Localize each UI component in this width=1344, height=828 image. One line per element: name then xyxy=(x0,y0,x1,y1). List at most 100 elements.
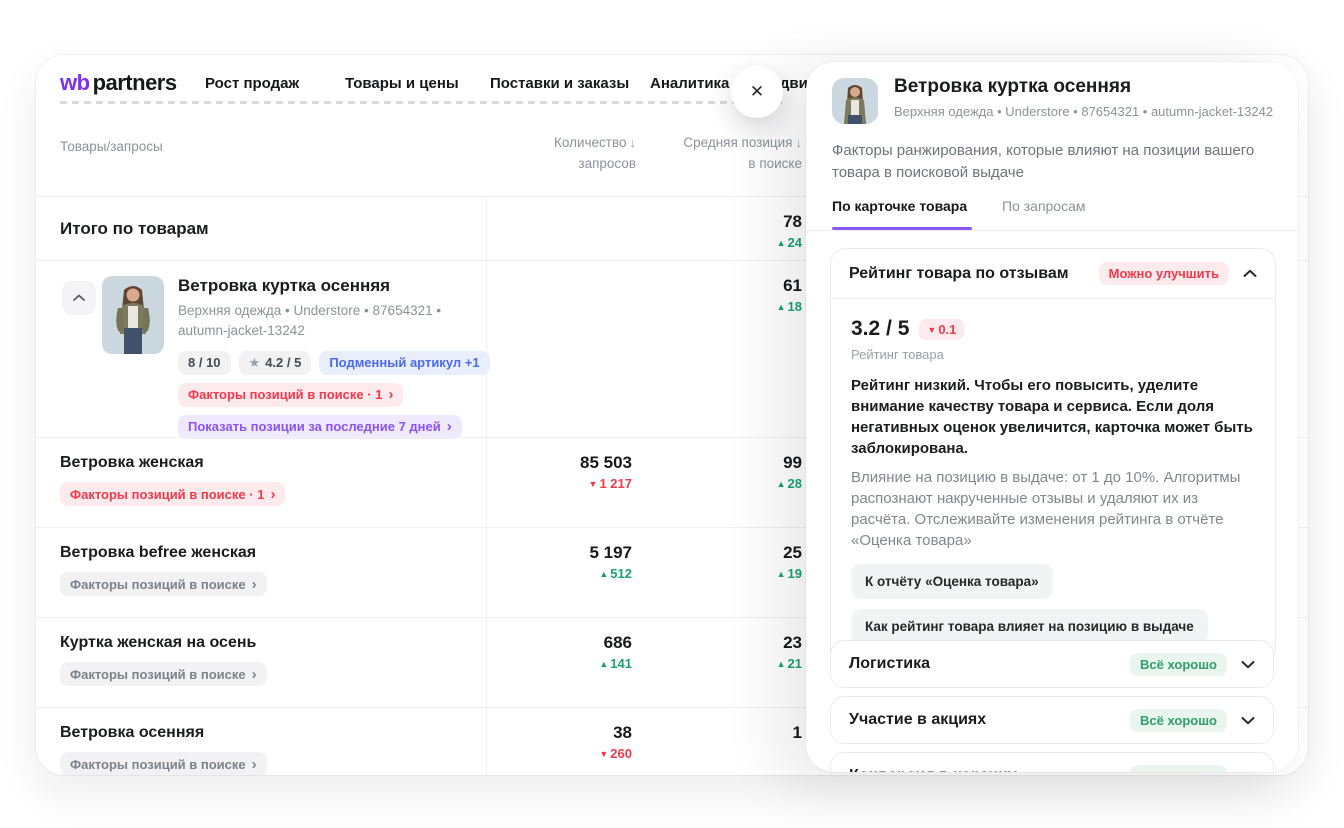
sort-desc-icon: ↓ xyxy=(795,135,803,150)
product-badges: 8 / 10 ★ 4.2 / 5 Подменный артикул +1 xyxy=(178,350,498,375)
status-badge: Всё хорошо xyxy=(1130,652,1227,676)
show-positions-badge[interactable]: Показать позиции за последние 7 дней › xyxy=(178,414,462,439)
total-avg-position-cell: 78 ▲ 24 xyxy=(776,212,802,251)
up-arrow-icon: ▲ xyxy=(599,569,609,580)
wb-partners-logo[interactable]: wb partners xyxy=(60,70,177,96)
clipped-scrolled-text xyxy=(60,101,782,104)
rating-delta-badge: ▼ 0.1 xyxy=(919,318,965,340)
section-title: Конверсия в корзину xyxy=(849,767,1130,772)
rating-score: 3.2 / 5 xyxy=(851,317,910,340)
rating-score-label: Рейтинг товара xyxy=(851,347,944,362)
star-icon: ★ xyxy=(248,354,261,370)
query-name: Ветровка befree женская xyxy=(60,544,257,561)
query-name: Ветровка женская xyxy=(60,454,204,471)
rating-section-title: Рейтинг товара по отзывам xyxy=(849,264,1069,282)
up-arrow-icon: ▲ xyxy=(776,659,786,670)
tab-by-queries[interactable]: По запросам xyxy=(1002,198,1086,214)
column-divider xyxy=(486,196,487,775)
active-tab-indicator xyxy=(832,227,972,230)
query-count-cell: 85 503 ▼ 1 217 xyxy=(580,453,632,492)
nav-item-goods-prices[interactable]: Товары и цены xyxy=(345,75,459,92)
up-arrow-icon: ▲ xyxy=(776,479,786,490)
nav-item-analytics[interactable]: Аналитика xyxy=(650,75,730,92)
chevron-right-icon: › xyxy=(446,418,452,435)
sort-desc-icon: ↓ xyxy=(629,135,637,150)
chevron-right-icon: › xyxy=(251,665,257,683)
section-promotions[interactable]: Участие в акциях Всё хорошо xyxy=(830,696,1274,744)
product-avg-position-cell: 61 ▲ 18 xyxy=(776,276,802,315)
chevron-down-icon xyxy=(1241,660,1255,669)
status-badge: Всё хорошо xyxy=(1130,764,1227,772)
query-name: Куртка женская на осень xyxy=(60,634,257,651)
chevron-right-icon: › xyxy=(388,386,394,403)
section-cart-conversion[interactable]: Конверсия в корзину Всё хорошо xyxy=(830,752,1274,772)
column-header-products-queries: Товары/запросы xyxy=(60,139,163,154)
table-row-query: Ветровка befree женская Факторы позиций … xyxy=(36,527,1308,618)
rating-badge: ★ 4.2 / 5 xyxy=(238,350,312,375)
table-row-query: Ветровка осенняя Факторы позиций в поиск… xyxy=(36,707,1308,775)
up-arrow-icon: ▲ xyxy=(776,302,786,313)
panel-product-title: Ветровка куртка осенняя xyxy=(894,76,1132,97)
query-count-cell: 38 ▼ 260 xyxy=(599,723,632,762)
up-arrow-icon: ▲ xyxy=(599,659,609,670)
chevron-right-icon: › xyxy=(251,755,257,773)
rating-section-header[interactable]: Рейтинг товара по отзывам Можно улучшить xyxy=(831,249,1275,299)
logo-partners: partners xyxy=(92,70,178,95)
product-title: Ветровка куртка осенняя xyxy=(178,276,391,295)
down-arrow-icon: ▼ xyxy=(927,324,937,335)
content-score-badge: 8 / 10 xyxy=(178,350,231,375)
rating-help-button[interactable]: Как рейтинг товара влияет на позицию в в… xyxy=(851,609,1208,644)
nav-item-sales-growth[interactable]: Рост продаж xyxy=(205,75,300,92)
product-thumbnail xyxy=(832,78,878,124)
tab-by-product-card[interactable]: По карточке товара xyxy=(832,198,968,214)
chevron-right-icon: › xyxy=(270,485,276,503)
column-header-query-count[interactable]: Количество ↓ запросов xyxy=(554,135,637,171)
query-count-cell: 5 197 ▲ 512 xyxy=(589,543,632,582)
chevron-right-icon: › xyxy=(251,575,257,593)
chevron-up-icon xyxy=(1243,269,1257,278)
search-position-factors-badge[interactable]: Факторы позиций в поиске › xyxy=(60,662,267,686)
product-info: Ветровка куртка осенняя Верхняя одежда •… xyxy=(178,276,498,439)
close-icon: ✕ xyxy=(749,82,765,101)
search-position-factors-badge[interactable]: Факторы позиций в поиске › xyxy=(60,572,267,596)
column-header-avg-position[interactable]: Средняя позиция ↓ в поиске xyxy=(683,135,803,171)
search-position-factors-badge[interactable]: Факторы позиций в поиске › xyxy=(60,752,267,775)
chevron-down-icon xyxy=(1241,716,1255,725)
goto-rating-report-button[interactable]: К отчёту «Оценка товара» xyxy=(851,564,1053,599)
rating-note-text: Влияние на позицию в выдаче: от 1 до 10%… xyxy=(851,469,1241,549)
rating-warning-text: Рейтинг низкий. Чтобы его повысить, удел… xyxy=(851,377,1253,457)
status-badge: Всё хорошо xyxy=(1130,708,1227,732)
search-position-factors-badge[interactable]: Факторы позиций в поиске · 1 › xyxy=(60,482,286,506)
avg-position-cell: 1 xyxy=(792,723,802,742)
logo-wb: wb xyxy=(60,70,90,95)
panel-tabs: По карточке товара По запросам xyxy=(806,198,1298,231)
total-row-label: Итого по товарам xyxy=(60,219,209,238)
avg-position-cell: 99 ▲ 28 xyxy=(776,453,802,492)
panel-description: Факторы ранжирования, которые влияют на … xyxy=(832,142,1255,181)
substituted-article-badge[interactable]: Подменный артикул +1 xyxy=(319,350,490,375)
chevron-up-icon xyxy=(73,294,85,302)
rating-section-card: Рейтинг товара по отзывам Можно улучшить… xyxy=(830,248,1276,665)
search-factors-line: Факторы позиций в поиске · 1 › xyxy=(178,382,498,407)
section-title: Логистика xyxy=(849,655,930,672)
down-arrow-icon: ▼ xyxy=(599,749,609,760)
avg-position-cell: 23 ▲ 21 xyxy=(776,633,802,672)
table-row-total: Итого по товарам 78 ▲ 24 xyxy=(36,196,1308,261)
search-position-factors-badge[interactable]: Факторы позиций в поиске · 1 › xyxy=(178,382,404,407)
nav-item-supplies-orders[interactable]: Поставки и заказы xyxy=(490,75,630,92)
collapse-row-button[interactable] xyxy=(62,281,96,315)
up-arrow-icon: ▲ xyxy=(776,238,786,249)
down-arrow-icon: ▼ xyxy=(588,479,598,490)
table-row-query: Ветровка женская Факторы позиций в поиск… xyxy=(36,437,1308,528)
section-logistics[interactable]: Логистика Всё хорошо xyxy=(830,640,1274,688)
product-photo[interactable] xyxy=(102,276,164,354)
table-row-product: Ветровка куртка осенняя Верхняя одежда •… xyxy=(36,260,1308,439)
close-panel-button[interactable]: ✕ xyxy=(731,66,783,118)
up-arrow-icon: ▲ xyxy=(776,569,786,580)
product-subtitle: Верхняя одежда • Understore • 87654321 •… xyxy=(178,303,442,339)
rating-section-body: 3.2 / 5 ▼ 0.1 Рейтинг товара Рейтинг низк… xyxy=(831,299,1275,664)
ranking-factors-panel: Ветровка куртка осенняя Верхняя одежда •… xyxy=(806,62,1298,772)
status-badge: Можно улучшить xyxy=(1098,262,1229,285)
panel-product-subtitle: Верхняя одежда • Understore • 87654321 •… xyxy=(894,104,1274,119)
query-name: Ветровка осенняя xyxy=(60,724,205,741)
